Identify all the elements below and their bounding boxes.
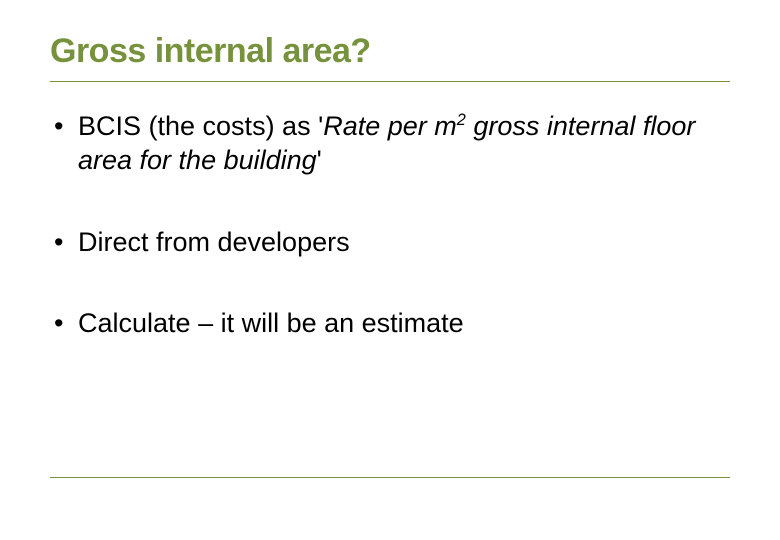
slide-title: Gross internal area? bbox=[50, 32, 730, 71]
bullet-text: Direct from developers bbox=[78, 227, 350, 257]
bullet-list: BCIS (the costs) as 'Rate per m2 gross i… bbox=[50, 110, 730, 341]
list-item: Calculate – it will be an estimate bbox=[50, 307, 730, 341]
bullet-text-suffix: ' bbox=[317, 145, 322, 175]
bullet-text-italic: Rate per m bbox=[323, 111, 457, 141]
list-item: Direct from developers bbox=[50, 226, 730, 260]
footer-underline bbox=[50, 477, 730, 478]
title-underline bbox=[50, 81, 730, 82]
slide: Gross internal area? BCIS (the costs) as… bbox=[0, 0, 780, 540]
bullet-text-sup: 2 bbox=[457, 111, 466, 129]
bullet-text-prefix: BCIS (the costs) as ' bbox=[78, 111, 323, 141]
bullet-text: Calculate – it will be an estimate bbox=[78, 308, 464, 338]
list-item: BCIS (the costs) as 'Rate per m2 gross i… bbox=[50, 110, 730, 178]
